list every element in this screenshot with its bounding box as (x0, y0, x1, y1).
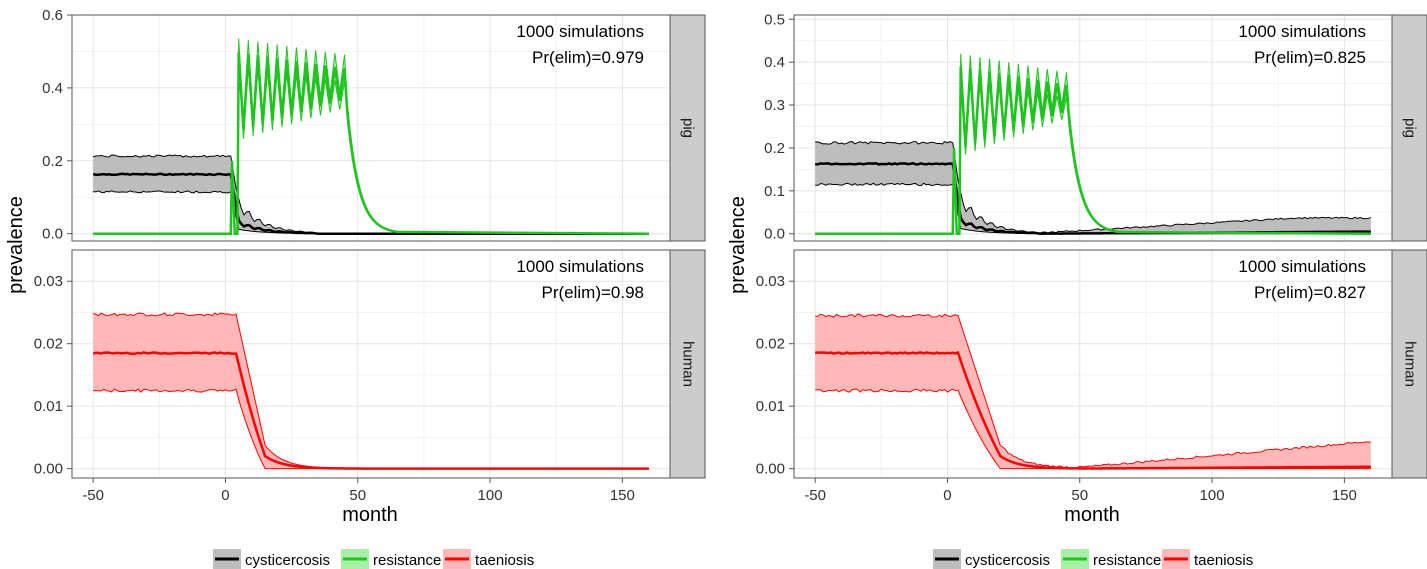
x-tick-label: 100 (478, 487, 503, 504)
x-tick-label: 150 (610, 487, 635, 504)
facet-label: pig (1402, 118, 1419, 138)
x-tick-label: 100 (1200, 487, 1225, 504)
line-resistance (815, 66, 1371, 235)
facet-label: human (680, 341, 697, 387)
y-tick-label: 0.01 (756, 398, 785, 415)
y-tick-label: 0.3 (764, 97, 785, 114)
annotation-text: 1000 simulations (516, 22, 644, 41)
y-tick-label: 0.02 (756, 336, 785, 353)
annotation-text: 1000 simulations (516, 257, 644, 276)
panel-left-bottom: 0.00 0.01 0.02 0.03 -50 0 50 100 150 1000 simulat… (34, 249, 706, 504)
annotation-text: 1000 simulations (1238, 257, 1366, 276)
panel-right-top: 0.0 0.1 0.2 0.3 0.4 0.5 1000 simulations Pr(eli… (764, 11, 1427, 243)
annotation-text: 1000 simulations (1238, 22, 1366, 41)
panel-left-top: 0.0 0.2 0.4 0.6 1000 simulations Pr(elim)=0.9… (42, 7, 706, 243)
y-tick-label: 0.03 (756, 273, 785, 290)
legend-item-taeniosis: taeniosis (1162, 549, 1253, 569)
legend-label: taeniosis (1194, 552, 1253, 569)
facet-strip (1391, 14, 1427, 242)
annotation-text: Pr(elim)=0.98 (541, 283, 644, 302)
legend-item-cysticercosis: cysticercosis (933, 549, 1050, 569)
y-tick-label: 0.2 (42, 153, 63, 170)
y-tick-label: 0.2 (764, 140, 785, 157)
line-taeniosis (92, 351, 649, 470)
legend-label: resistance (373, 552, 441, 569)
line-resistance (93, 52, 649, 235)
y-tick-label: 0.00 (34, 461, 63, 478)
y-tick-label: 0.5 (764, 11, 785, 28)
bound-high-cysticercosis (815, 140, 1371, 234)
legend-label: cysticercosis (965, 552, 1050, 569)
facet-strip (1391, 249, 1427, 479)
annotation-text: Pr(elim)=0.979 (532, 48, 644, 67)
annotation-text: Pr(elim)=0.827 (1254, 283, 1366, 302)
y-tick-label: 0.4 (42, 80, 63, 97)
facet-label: pig (680, 118, 697, 138)
annotation-text: Pr(elim)=0.825 (1254, 48, 1366, 67)
x-tick-label: 50 (349, 487, 366, 504)
y-tick-label: 0.6 (42, 7, 63, 24)
facet-label: human (1402, 341, 1419, 387)
legend-label: resistance (1093, 552, 1161, 569)
x-tick-label: -50 (804, 487, 826, 504)
line-taeniosis (815, 350, 1371, 470)
x-axis-title-left: month (342, 504, 398, 526)
facet-strip (669, 249, 706, 479)
y-tick-label: 0.03 (34, 273, 63, 290)
legend-right: cysticercosis resistance taeniosis (933, 549, 1253, 569)
y-tick-label: 0.02 (34, 336, 63, 353)
plot-area (794, 15, 1392, 241)
x-tick-label: 0 (943, 487, 951, 504)
x-axis-title-right: month (1064, 504, 1120, 526)
y-tick-label: 0.1 (764, 183, 785, 200)
y-tick-label: 0.4 (764, 54, 785, 71)
ribbon-taeniosis (93, 312, 649, 469)
bound-high-taeniosis (815, 313, 1371, 469)
x-tick-label: 50 (1071, 487, 1088, 504)
panel-right-bottom: 0.00 0.01 0.02 0.03 -50 0 50 100 150 1000 simulat… (756, 249, 1427, 504)
legend-left: cysticercosis resistance taeniosis (213, 549, 534, 569)
legend-label: taeniosis (475, 552, 534, 569)
facet-strip (669, 14, 706, 242)
legend-label: cysticercosis (245, 552, 330, 569)
y-tick-label: 0.01 (34, 398, 63, 415)
legend-item-taeniosis: taeniosis (443, 549, 534, 569)
panels: 0.0 0.2 0.4 0.6 1000 simulations Pr(elim)=0.9… (34, 7, 1427, 504)
x-tick-label: 150 (1332, 487, 1357, 504)
y-tick-label: 0.0 (764, 226, 785, 243)
legend-item-resistance: resistance (1061, 549, 1161, 569)
y-tick-label: 0.0 (42, 226, 63, 243)
x-tick-label: 0 (221, 487, 229, 504)
legend-item-cysticercosis: cysticercosis (213, 549, 330, 569)
x-tick-label: -50 (82, 487, 104, 504)
y-axis-title-right: prevalence (727, 196, 749, 294)
plot-area (72, 15, 670, 241)
y-axis-title-left: prevalence (5, 196, 27, 294)
legend-item-resistance: resistance (341, 549, 441, 569)
y-tick-label: 0.00 (756, 461, 785, 478)
